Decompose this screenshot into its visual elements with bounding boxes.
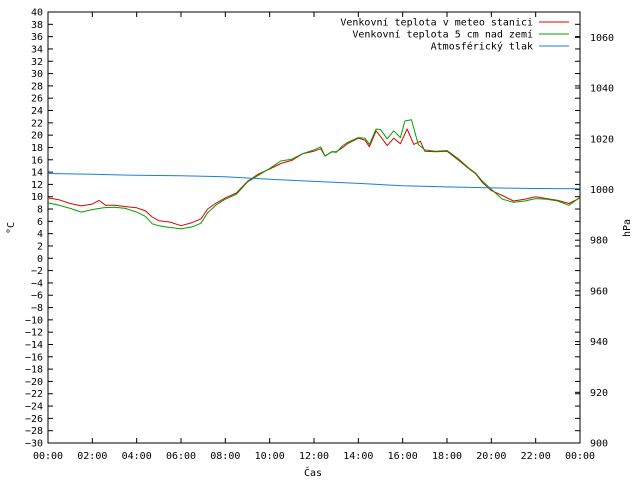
x-tick-label: 22:00 [521,451,551,462]
axes: 4038363432302826242220181614121086420−2−… [25,8,614,463]
y-tick-label: 28 [31,81,43,92]
y2-tick-label: 1040 [590,84,614,95]
legend-label: Venkovní teplota v meteo stanici [340,17,533,29]
y-tick-label: 38 [31,20,43,31]
y2-tick-label: 900 [590,439,608,450]
x-tick-label: 06:00 [166,451,196,462]
y-tick-label: 2 [37,241,43,252]
legend: Venkovní teplota v meteo staniciVenkovní… [340,17,569,53]
y2-tick-label: 920 [590,388,608,399]
y-tick-label: −12 [25,328,43,339]
y-tick-label: −22 [25,389,43,400]
y-tick-label: −18 [25,365,43,376]
y-tick-label: 18 [31,143,43,154]
y-tick-label: 40 [31,8,43,19]
x-tick-label: 08:00 [210,451,240,462]
y-tick-label: −20 [25,377,43,388]
y-tick-label: −4 [31,278,43,289]
y-tick-label: 36 [31,32,43,43]
y-tick-label: 0 [37,254,43,265]
y-tick-label: 10 [31,192,43,203]
y-tick-label: 32 [31,57,43,68]
y-tick-label: 26 [31,94,43,105]
x-tick-label: 00:00 [565,451,595,462]
y-tick-label: −2 [31,266,43,277]
y-tick-label: 20 [31,131,43,142]
x-tick-label: 00:00 [33,451,63,462]
plot-frame [47,11,581,444]
y2-tick-label: 1020 [590,134,614,145]
y-tick-label: −26 [25,414,43,425]
y-tick-label: −10 [25,315,43,326]
x-tick-label: 16:00 [388,451,418,462]
series-line-1 [47,128,581,227]
y2-tick-label: 940 [590,337,608,348]
legend-label: Venkovní teplota 5 cm nad zemí [352,29,533,41]
y2-axis-label: hPa [622,219,633,237]
y-tick-label: 12 [31,180,43,191]
y-tick-label: −8 [31,303,43,314]
y-tick-label: −16 [25,352,43,363]
y-tick-label: 14 [31,168,43,179]
y-tick-label: 8 [37,205,43,216]
series-line-2 [47,119,581,230]
x-axis-label: Čas [304,466,322,479]
y-tick-label: −28 [25,426,43,437]
y2-tick-label: 960 [590,286,608,297]
x-tick-label: 12:00 [299,451,329,462]
y2-tick-label: 1000 [590,185,614,196]
x-tick-label: 20:00 [476,451,506,462]
y-tick-label: 16 [31,155,43,166]
y-axis-label: °C [6,222,17,234]
y-tick-label: −6 [31,291,43,302]
y2-tick-label: 1060 [590,33,614,44]
y-tick-label: 24 [31,106,43,117]
y-tick-label: 34 [31,44,43,55]
y-tick-label: 30 [31,69,43,80]
x-tick-label: 04:00 [122,451,152,462]
y-tick-label: 22 [31,118,43,129]
x-tick-label: 10:00 [255,451,285,462]
y-tick-label: 4 [37,229,43,240]
x-tick-label: 18:00 [432,451,462,462]
x-tick-label: 14:00 [343,451,373,462]
y-tick-label: −30 [25,439,43,450]
y-tick-label: −24 [25,402,43,413]
legend-label: Atmosférický tlak [431,41,533,53]
series-area [47,119,581,230]
y2-tick-label: 980 [590,236,608,247]
x-tick-label: 02:00 [77,451,107,462]
y-tick-label: −14 [25,340,43,351]
y-tick-label: 6 [37,217,43,228]
series-line-3 [47,173,581,190]
